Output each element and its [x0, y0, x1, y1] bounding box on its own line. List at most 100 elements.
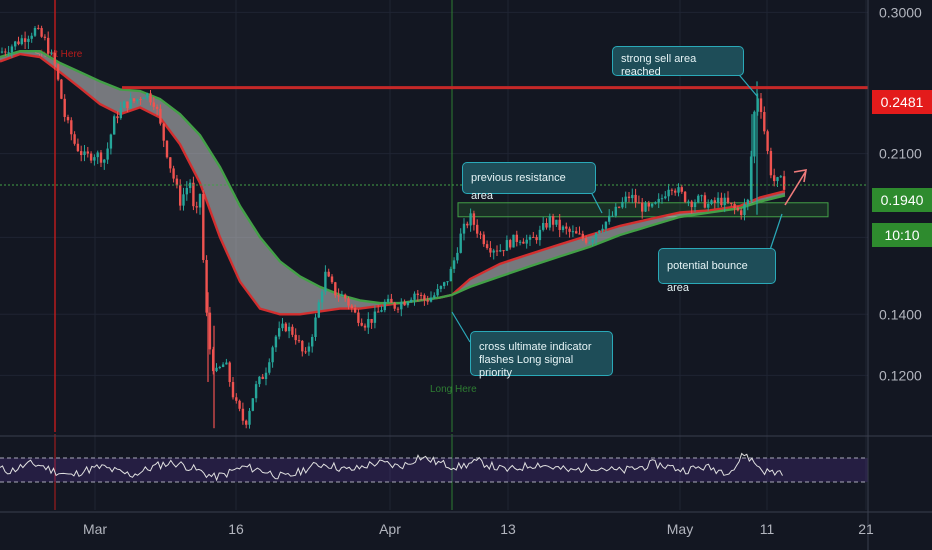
x-tick-label-2: Apr [379, 521, 401, 537]
candle-body-175 [578, 233, 581, 235]
candle-body-212 [700, 195, 703, 197]
candle-body-6 [20, 38, 23, 45]
candle-body-217 [716, 197, 720, 203]
candle-body-130 [429, 297, 433, 302]
candle-body-202 [667, 189, 670, 197]
candle-body-82 [271, 347, 274, 363]
candle-body-151 [499, 250, 502, 252]
candle-body-196 [647, 202, 650, 207]
candle-body-31 [103, 159, 106, 163]
candle-body-76 [251, 398, 254, 411]
candle-body-84 [278, 328, 281, 337]
candle-body-226 [746, 199, 749, 205]
candle-body-87 [287, 326, 291, 332]
candle-body-146 [482, 234, 485, 245]
candle-body-135 [446, 281, 449, 283]
candle-body-115 [380, 310, 383, 312]
candle-body-210 [693, 202, 697, 208]
candle-body-205 [677, 187, 680, 193]
candle-body-88 [291, 326, 294, 335]
candle-body-215 [710, 200, 713, 204]
candle-body-233 [769, 151, 773, 176]
candle-body-120 [396, 308, 400, 310]
candle-body-198 [654, 202, 657, 204]
candle-body-50 [165, 140, 169, 158]
candle-body-8 [27, 38, 30, 42]
candle-body-104 [344, 294, 347, 299]
candle-body-194 [641, 202, 644, 212]
candle-body-189 [624, 196, 627, 202]
candle-body-164 [542, 223, 545, 230]
candle-body-121 [400, 302, 403, 310]
candle-body-222 [733, 203, 736, 209]
candle-body-38 [126, 101, 129, 109]
candle-body-49 [162, 123, 165, 141]
candle-body-158 [522, 241, 525, 244]
long-marker-label: Long Here [430, 384, 477, 395]
resistance-price-tag: 0.2481 [872, 90, 932, 114]
candle-body-79 [261, 376, 264, 379]
candle-body-221 [730, 202, 733, 204]
candle-body-5 [17, 41, 20, 45]
candle-body-134 [443, 282, 446, 287]
candle-body-35 [116, 116, 119, 119]
candle-body-204 [674, 190, 677, 193]
candle-body-138 [456, 252, 459, 261]
candle-body-46 [152, 102, 155, 107]
candle-body-83 [274, 336, 278, 348]
candle-body-43 [142, 97, 146, 100]
candle-body-10 [33, 27, 37, 36]
candle-body-41 [136, 98, 139, 102]
candle-body-2 [7, 52, 10, 54]
target-arrow-head [793, 169, 807, 183]
candle-body-144 [476, 224, 479, 234]
candle-body-93 [307, 346, 311, 352]
candle-body-100 [330, 276, 334, 283]
x-tick-label-4: May [667, 521, 693, 537]
candle-body-77 [254, 384, 258, 399]
candle-body-99 [327, 271, 330, 277]
candle-body-26 [86, 151, 89, 154]
candle-body-58 [192, 182, 195, 207]
candle-body-34 [113, 116, 116, 135]
x-tick-label-6: 21 [858, 521, 874, 537]
candle-body-33 [109, 134, 113, 149]
candle-body-45 [149, 93, 152, 103]
candle-body-64 [212, 349, 215, 372]
candle-body-3 [10, 46, 14, 53]
candle-body-108 [357, 312, 360, 323]
candle-body-32 [106, 148, 109, 160]
ribbon-fill [0, 51, 785, 315]
candle-body-18 [60, 79, 63, 99]
candle-body-19 [63, 98, 66, 117]
annotation-strong-sell: strong sell area reached [612, 46, 744, 78]
candle-body-206 [680, 187, 683, 192]
candle-body-75 [248, 410, 251, 425]
candle-body-220 [726, 197, 730, 203]
candle-body-172 [568, 228, 571, 232]
candle-body-13 [43, 36, 47, 38]
candle-body-22 [73, 134, 76, 144]
candle-body-21 [70, 120, 73, 135]
candle-body-170 [561, 226, 565, 230]
candle-body-103 [340, 294, 344, 296]
candle-body-60 [198, 193, 202, 208]
candle-body-234 [773, 175, 776, 182]
candle-body-52 [172, 168, 175, 179]
candle-body-90 [297, 340, 301, 342]
candle-body-105 [347, 298, 350, 306]
annotation-bounce-text: potential bounce area [667, 260, 748, 294]
candle-body-224 [740, 210, 743, 215]
y-tick-label-3: 0.2100 [879, 146, 922, 162]
candle-body-1 [4, 51, 7, 53]
candle-body-192 [634, 194, 637, 203]
candle-body-193 [637, 202, 641, 204]
candle-body-128 [423, 295, 426, 301]
candle-body-197 [650, 203, 654, 207]
candle-body-70 [231, 382, 235, 398]
candle-body-191 [631, 194, 634, 199]
candle-body-27 [89, 153, 93, 161]
candle-body-9 [30, 35, 33, 39]
y-tick-label-4: 0.3000 [879, 4, 922, 20]
